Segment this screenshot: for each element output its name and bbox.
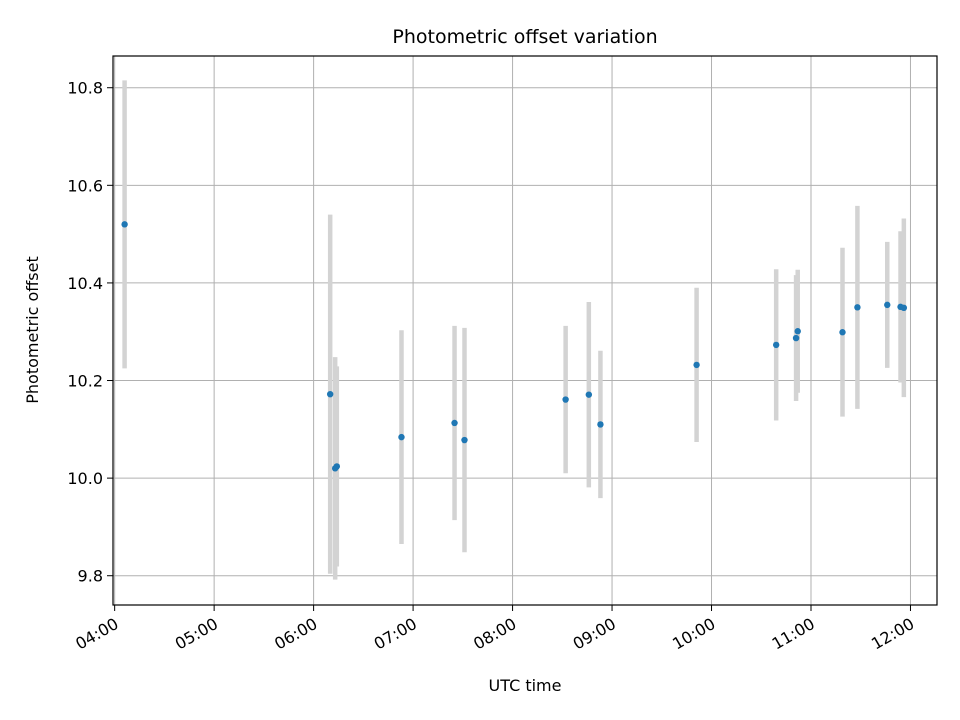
x-tick-label: 05:00 [172,614,221,654]
x-axis-ticks: 04:00 05:00 06:00 07:00 08:00 09:00 10:00 11:00… [72,605,917,654]
data-point [121,221,128,228]
x-tick-label: 09:00 [570,614,619,654]
y-axis-ticks: 9.8 10.0 10.2 10.4 10.6 10.8 [67,79,113,586]
x-tick-label: 07:00 [371,614,420,654]
data-point [562,396,569,403]
data-point [794,328,801,335]
grid [113,56,937,605]
x-axis-label: UTC time [489,676,562,695]
data-point [333,463,341,470]
data-points [121,221,908,472]
data-point [900,304,908,312]
plot-frame [112,55,938,606]
data-point [597,421,604,428]
data-point [884,301,891,309]
y-tick-label: 10.0 [67,469,103,488]
data-point [792,334,800,342]
error-bars [122,80,907,580]
y-axis-label: Photometric offset [23,256,42,404]
data-point [854,304,861,311]
y-tick-label: 10.2 [67,372,103,391]
x-tick-label: 06:00 [271,614,320,654]
y-tick-label: 10.4 [67,274,103,293]
x-tick-label: 04:00 [72,614,121,654]
x-tick-label: 10:00 [669,614,718,654]
data-point [451,419,458,427]
data-point [398,433,405,441]
data-point [326,390,334,398]
data-point [772,341,780,349]
data-point [585,391,593,398]
x-tick-label: 08:00 [470,614,519,654]
data-point [839,329,846,336]
x-tick-label: 12:00 [868,614,917,654]
y-tick-label: 10.6 [67,176,103,195]
chart-title: Photometric offset variation [392,26,657,48]
data-point [693,361,700,369]
y-tick-label: 9.8 [78,567,103,586]
y-tick-label: 10.8 [67,79,103,98]
x-tick-label: 11:00 [769,614,818,654]
data-point [461,436,468,444]
